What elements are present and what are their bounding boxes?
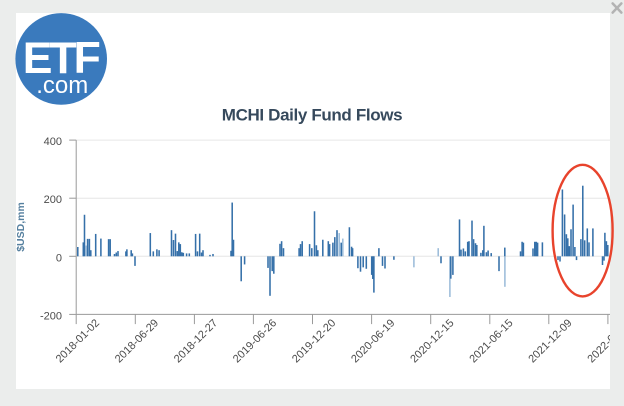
svg-text:400: 400 — [44, 136, 62, 148]
svg-text:0: 0 — [56, 252, 62, 264]
svg-text:MCHI Daily Fund Flows: MCHI Daily Fund Flows — [222, 106, 402, 125]
svg-text:.com: .com — [36, 72, 88, 99]
svg-text:200: 200 — [44, 194, 62, 206]
svg-text:-200: -200 — [40, 310, 62, 322]
svg-text:$USD,mm: $USD,mm — [15, 202, 27, 252]
svg-text:ETF: ETF — [23, 34, 100, 83]
